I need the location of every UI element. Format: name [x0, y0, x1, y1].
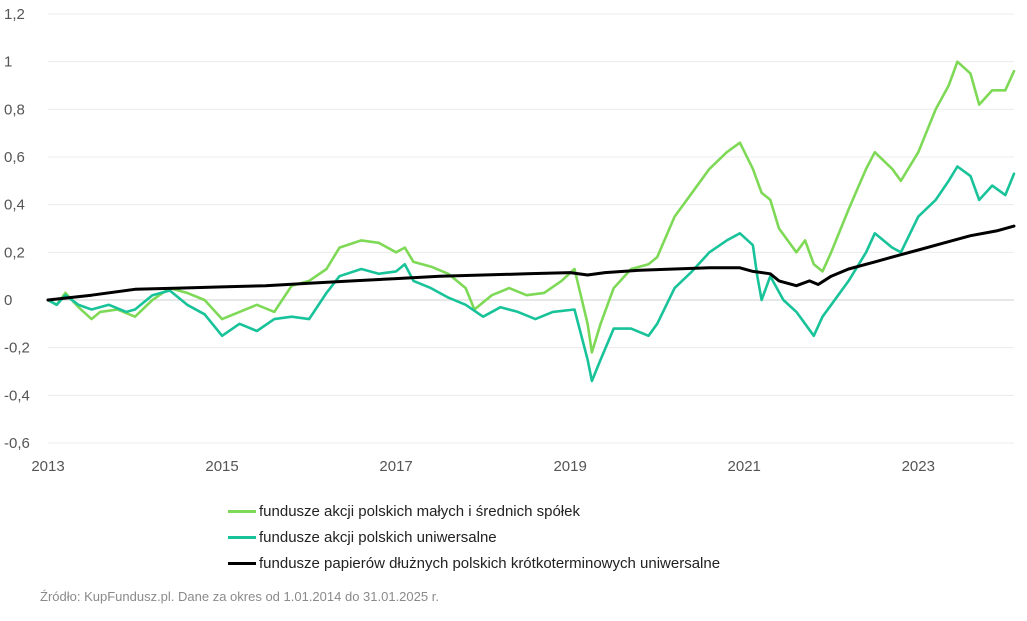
chart-gridlines — [48, 13, 1014, 444]
series-line-small-mid-cap — [46, 60, 1016, 354]
source-note: Źródło: KupFundusz.pl. Dane za okres od … — [40, 589, 439, 604]
x-tick-label: 2021 — [728, 458, 761, 475]
chart-legend: fundusze akcji polskich małych i średnic… — [228, 498, 720, 576]
y-tick-label: -0,6 — [4, 435, 30, 452]
chart-series — [46, 60, 1016, 383]
legend-label: fundusze papierów dłużnych polskich krót… — [259, 554, 721, 572]
y-tick-label: 0,2 — [4, 244, 25, 261]
x-tick-label: 2013 — [31, 458, 64, 475]
legend-item: fundusze papierów dłużnych polskich krót… — [228, 550, 720, 576]
y-tick-label: 0 — [4, 292, 12, 309]
legend-item: fundusze akcji polskich małych i średnic… — [228, 498, 720, 524]
x-tick-label: 2019 — [553, 458, 586, 475]
x-axis-tick-labels: 2013 2015 2017 2019 2021 2023 — [31, 458, 935, 475]
y-tick-label: 0,6 — [4, 149, 25, 166]
legend-label: fundusze akcji polskich uniwersalne — [259, 528, 497, 546]
y-axis-tick-labels: 1,2 1 0,8 0,6 0,4 0,2 0 -0,2 -0,4 -0,6 — [4, 6, 30, 452]
series-line-short-term-debt — [46, 224, 1016, 302]
legend-label: fundusze akcji polskich małych i średnic… — [259, 502, 580, 520]
y-tick-label: 0,4 — [4, 197, 25, 214]
legend-item: fundusze akcji polskich uniwersalne — [228, 524, 720, 550]
y-tick-label: -0,2 — [4, 340, 30, 357]
legend-swatch-black — [228, 561, 256, 565]
y-tick-label: 0,8 — [4, 101, 25, 118]
y-tick-label: -0,4 — [4, 387, 30, 404]
x-tick-label: 2017 — [379, 458, 412, 475]
x-tick-label: 2023 — [902, 458, 935, 475]
y-tick-label: 1 — [4, 54, 12, 71]
legend-swatch-green — [228, 509, 256, 513]
legend-swatch-teal — [228, 535, 256, 539]
x-tick-label: 2015 — [205, 458, 238, 475]
series-line-universal-equity — [46, 165, 1016, 383]
y-tick-label: 1,2 — [4, 6, 25, 23]
